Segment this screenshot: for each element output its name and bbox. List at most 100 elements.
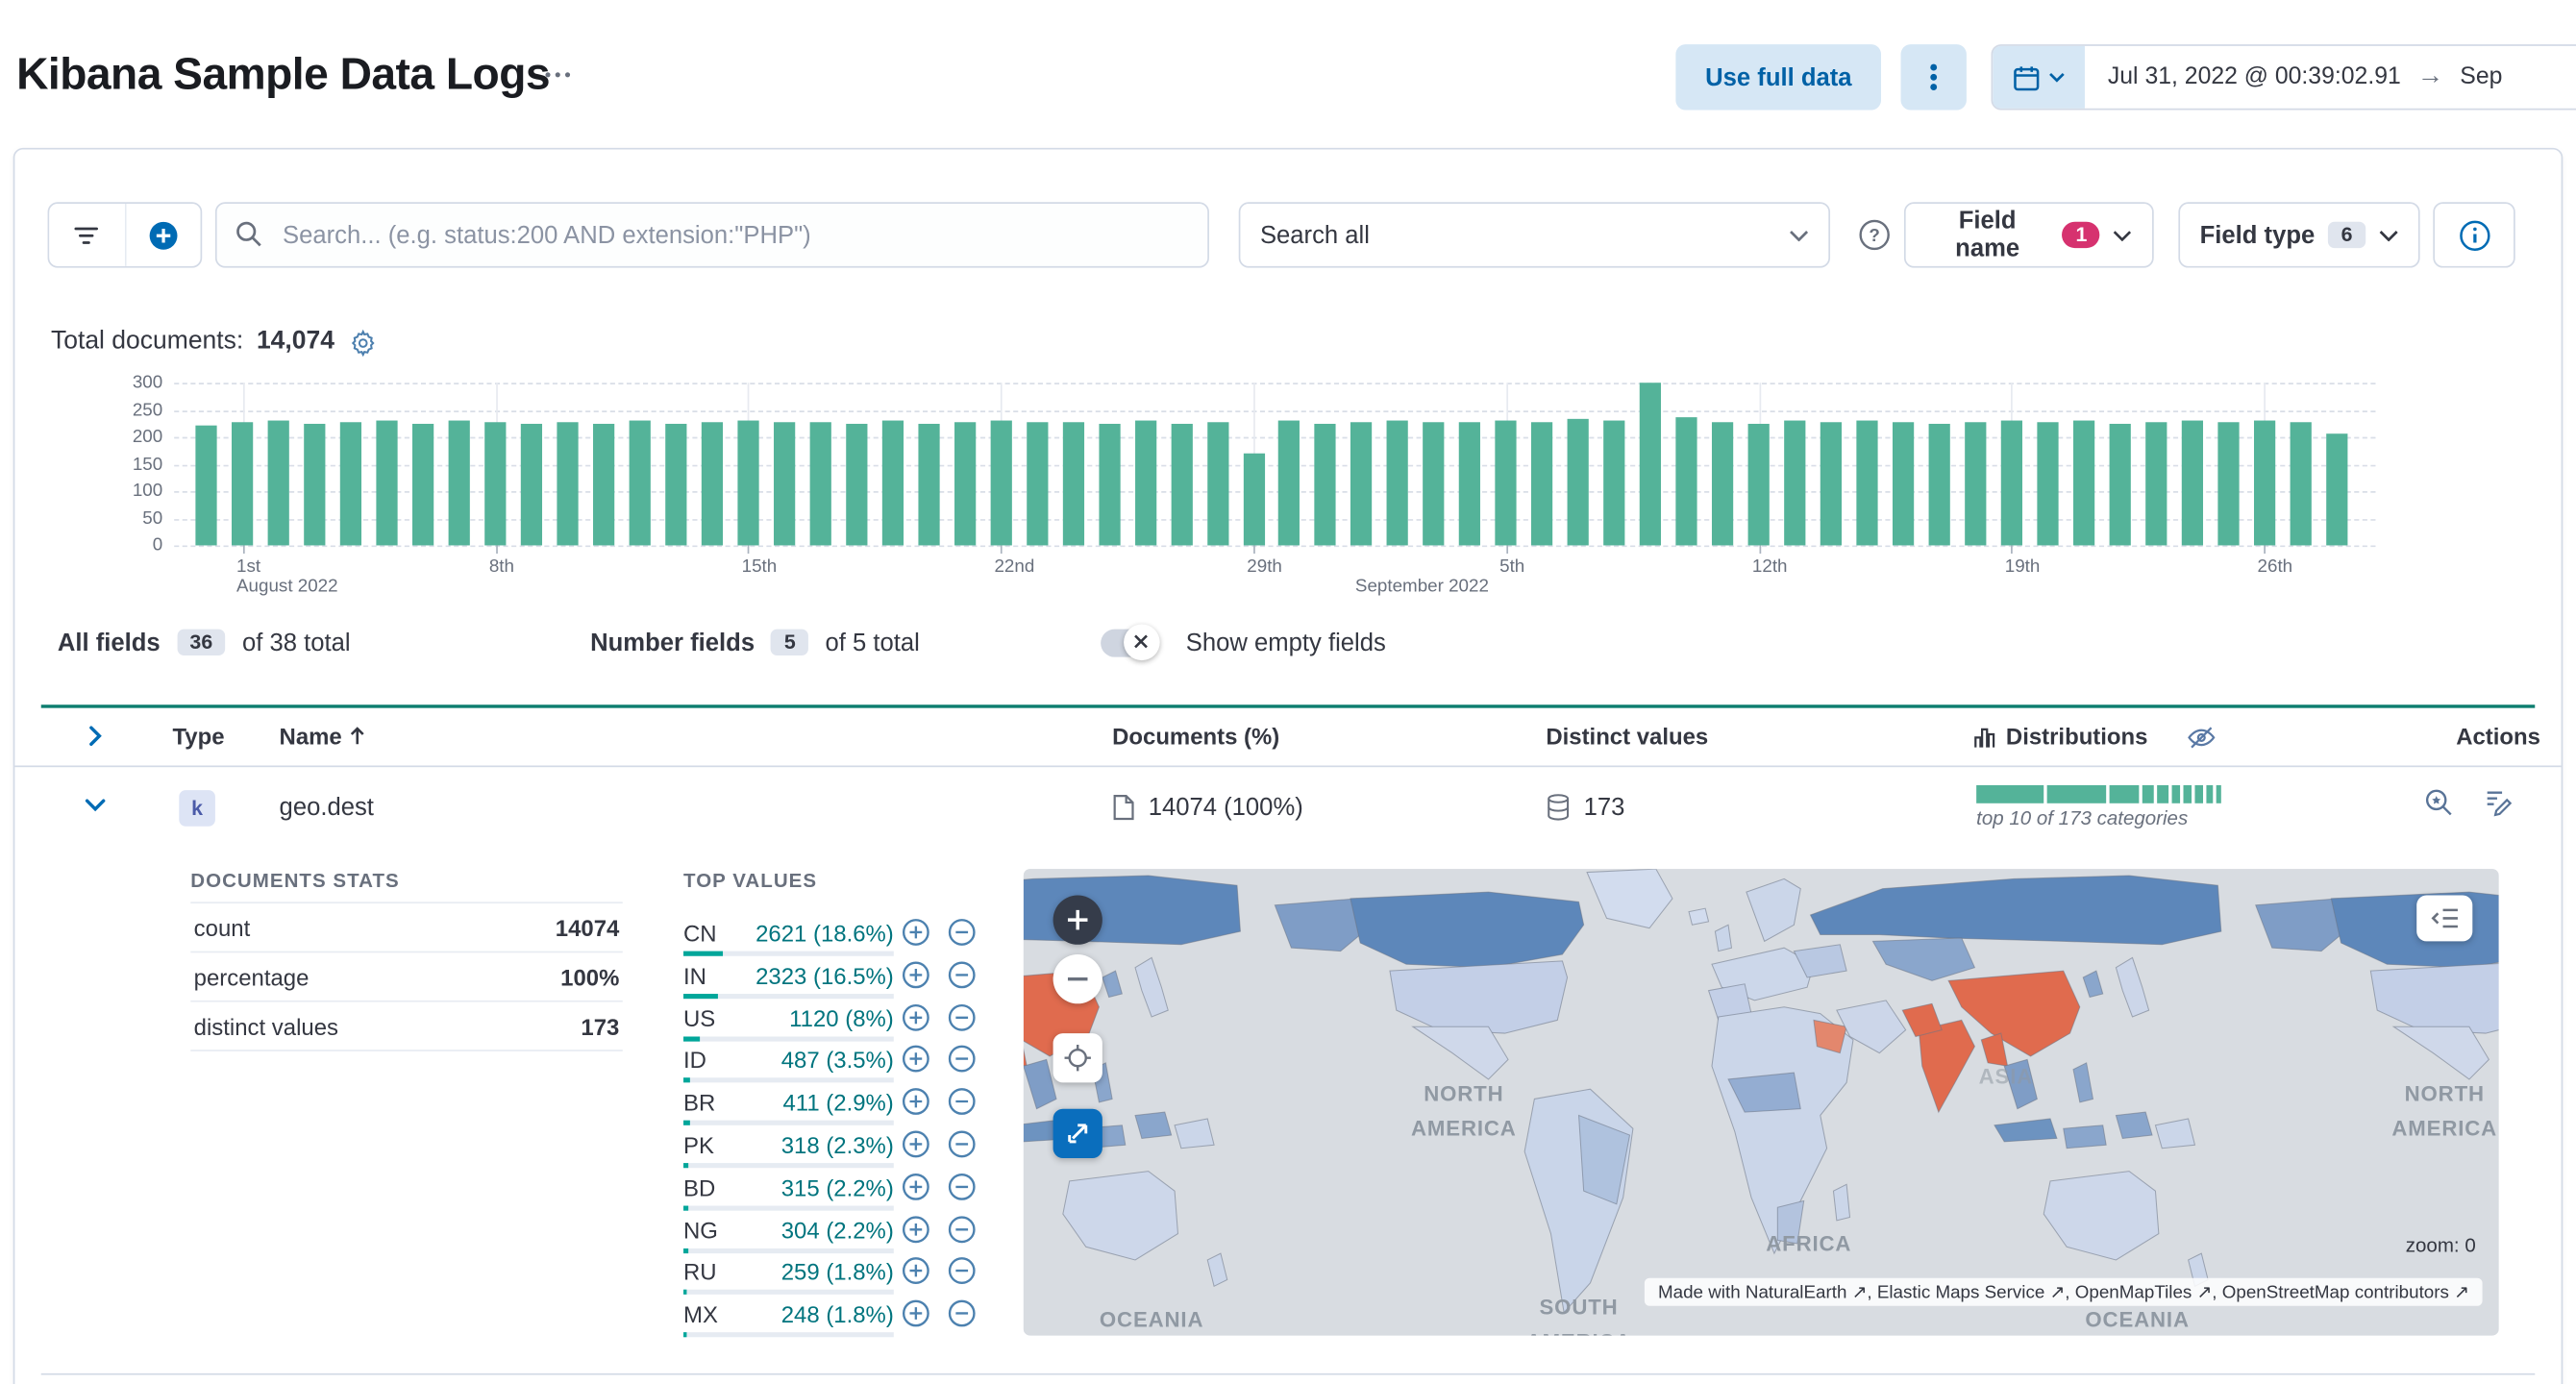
number-fields-total: of 5 total (825, 628, 920, 656)
minus-circle-icon (948, 1257, 976, 1284)
add-filter-button[interactable] (125, 203, 201, 266)
kebab-icon (1930, 61, 1938, 93)
field-name-count-badge: 1 (2062, 221, 2101, 249)
column-name[interactable]: Name (280, 723, 367, 749)
minus-circle-icon (948, 1299, 976, 1327)
filter-out-value-button[interactable] (946, 1299, 977, 1330)
documents-cell: 14074 (100%) (1112, 794, 1303, 822)
filter-list-button[interactable] (49, 203, 126, 266)
stat-value: 14074 (555, 914, 620, 941)
filter-out-value-button[interactable] (946, 1087, 977, 1118)
world-choropleth-map[interactable]: NORTH AMERICA NORTH AMERICA SOUTH AMERIC… (1023, 869, 2499, 1336)
top-value-count: 487 (3.5%) (780, 1046, 894, 1074)
filter-for-value-button[interactable] (901, 918, 931, 949)
map-zoom-in-button[interactable] (1053, 895, 1102, 945)
top-value-row: MX 248 (1.8%) (683, 1297, 999, 1339)
minus-circle-icon (948, 1045, 976, 1073)
filter-for-value-button[interactable] (901, 1216, 931, 1247)
sort-ascending-icon (350, 727, 364, 745)
filter-for-value-button[interactable] (901, 1130, 931, 1161)
chevron-down-icon (2114, 230, 2132, 241)
plus-circle-icon (902, 919, 929, 946)
documents-value: 14074 (100%) (1148, 793, 1303, 822)
kebab-menu-button[interactable] (1900, 44, 1967, 111)
search-input[interactable] (214, 202, 1209, 268)
filter-for-value-button[interactable] (901, 1173, 931, 1203)
expand-icon (1068, 1124, 1088, 1144)
help-button[interactable]: ? (1858, 218, 1891, 251)
filter-for-value-button[interactable] (901, 1087, 931, 1118)
top-value-bar (683, 994, 894, 999)
top-value-key: MX (683, 1300, 718, 1328)
column-distinct-values: Distinct values (1546, 723, 1709, 750)
collapse-row-button[interactable] (81, 790, 111, 825)
filter-for-value-button[interactable] (901, 1257, 931, 1288)
top-value-bar (683, 1077, 894, 1082)
crosshair-icon (1064, 1045, 1091, 1072)
map-expand-button[interactable] (1053, 1108, 1102, 1158)
magnifier-star-icon (2425, 789, 2452, 816)
map-attribution[interactable]: Made with NaturalEarth ↗, Elastic Maps S… (1645, 1277, 2483, 1306)
explore-in-discover-button[interactable] (2423, 787, 2454, 824)
filter-out-value-button[interactable] (946, 1130, 977, 1161)
edit-field-button[interactable] (2484, 787, 2514, 824)
field-row-geo-dest: k geo.dest 14074 (100%) 173 top 10 of 17… (14, 767, 2561, 851)
map-fit-to-data-button[interactable] (1053, 1033, 1102, 1083)
plus-circle-icon (902, 1130, 929, 1158)
top-value-key: IN (683, 962, 706, 989)
fields-summary-row: All fields 36 of 38 total Number fields … (58, 623, 1386, 662)
chevron-down-icon (2379, 230, 2398, 241)
top-value-row: IN 2323 (16.5%) (683, 957, 999, 1000)
date-range-end[interactable]: Sep (2460, 63, 2503, 91)
distinct-values-cell: 173 (1546, 794, 1624, 822)
calendar-dropdown-button[interactable] (1993, 45, 2085, 109)
documents-stats-heading: DOCUMENTS STATS (190, 869, 400, 893)
map-legend-toggle-button[interactable] (2416, 895, 2473, 942)
filter-for-value-button[interactable] (901, 961, 931, 992)
filter-out-value-button[interactable] (946, 961, 977, 992)
map-zoom-out-button[interactable] (1053, 954, 1102, 1004)
filter-out-value-button[interactable] (946, 1173, 977, 1203)
filter-out-value-button[interactable] (946, 918, 977, 949)
filter-for-value-button[interactable] (901, 1045, 931, 1075)
filter-out-value-button[interactable] (946, 1216, 977, 1247)
all-fields-count-badge: 36 (176, 629, 226, 655)
page-options-icon[interactable] (545, 72, 571, 78)
search-all-select[interactable]: Search all (1238, 202, 1831, 268)
chart-y-axis: 0 50 100 150 200 250 300 (132, 372, 163, 556)
legend-collapse-icon (2431, 908, 2458, 928)
filter-for-value-button[interactable] (901, 1003, 931, 1034)
info-circle-icon (2459, 219, 2489, 251)
top-value-bar (683, 1332, 894, 1337)
date-range-start[interactable]: Jul 31, 2022 @ 00:39:02.91 (2107, 63, 2401, 91)
stat-label: count (193, 914, 251, 941)
top-value-key: CN (683, 920, 717, 947)
stat-value: 100% (560, 963, 620, 990)
field-type-filter-button[interactable]: Field type 6 (2178, 202, 2420, 268)
toggle-distributions-visibility-button[interactable] (2184, 721, 2220, 758)
filter-out-value-button[interactable] (946, 1257, 977, 1288)
field-name-filter-button[interactable]: Field name 1 (1903, 202, 2154, 268)
expand-all-button[interactable] (81, 721, 111, 755)
top-value-row: BR 411 (2.9%) (683, 1084, 999, 1126)
column-distributions: Distributions (2005, 723, 2148, 750)
document-icon (1113, 794, 1134, 821)
top-value-row: PK 318 (2.3%) (683, 1126, 999, 1169)
eye-slash-icon (2188, 727, 2216, 749)
distribution-sparkline (1976, 783, 2239, 803)
filter-controls (47, 202, 203, 268)
edit-document-icon (2487, 790, 2513, 816)
distribution-caption: top 10 of 173 categories (1976, 806, 2189, 830)
field-type-label: Field type (2199, 220, 2316, 249)
show-empty-fields-toggle[interactable] (1100, 623, 1160, 660)
use-full-data-button[interactable]: Use full data (1675, 44, 1882, 111)
calendar-icon (2014, 65, 2040, 90)
documents-histogram[interactable]: 1st 8th 15th 22nd 29th 5th 12th 19th 26th August … (174, 383, 2376, 596)
field-name: geo.dest (279, 793, 374, 822)
plus-circle-icon (902, 1088, 929, 1115)
filter-out-value-button[interactable] (946, 1045, 977, 1075)
settings-gear-button[interactable] (348, 327, 378, 357)
filter-for-value-button[interactable] (901, 1299, 931, 1330)
info-button[interactable] (2433, 202, 2515, 268)
filter-out-value-button[interactable] (946, 1003, 977, 1034)
